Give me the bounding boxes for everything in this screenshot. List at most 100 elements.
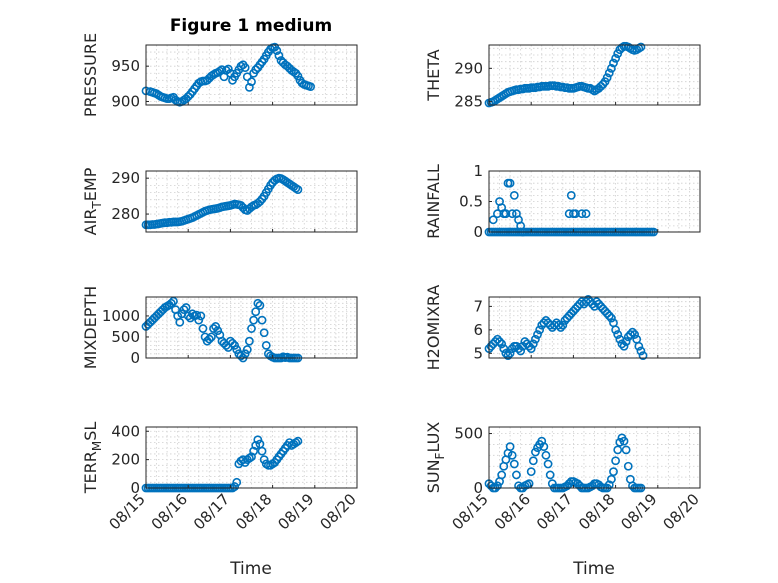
data-point: [183, 311, 193, 321]
data-point: [306, 82, 315, 92]
x-tick-label: 08/17: [533, 490, 576, 533]
axis-frame: [145, 296, 358, 359]
data-point: [609, 58, 618, 68]
y-tick-label: 900: [111, 92, 140, 110]
data-point: [503, 351, 513, 361]
data-point: [619, 436, 629, 446]
axis-frame: [488, 426, 701, 489]
data-point: [251, 65, 261, 75]
data-point: [232, 477, 242, 487]
svg-text:THETA: THETA: [424, 49, 443, 101]
data-point: [207, 332, 216, 342]
data-point: [524, 341, 534, 351]
y-tick-label: 950: [111, 57, 140, 75]
subplot-rainfall: 0 0.5 1 RAINFALL: [424, 162, 701, 241]
y-tick-label: 0.5: [459, 193, 483, 211]
y-tick-label: 500: [111, 328, 140, 346]
data-point: [495, 337, 504, 346]
data-point: [535, 325, 545, 335]
data-point: [488, 215, 498, 225]
x-tick-label: 08/19: [274, 490, 317, 533]
y-tick-label: 0: [473, 223, 483, 241]
svg-text:PRESSURE: PRESSURE: [81, 33, 100, 117]
data-point: [566, 190, 576, 200]
data-point: [499, 344, 509, 354]
data-point: [564, 209, 574, 219]
y-tick-label: 1: [473, 162, 483, 180]
figure-title: Figure 1 medium: [170, 16, 332, 36]
data-point: [621, 445, 631, 455]
data-point: [526, 344, 536, 354]
data-point: [242, 72, 252, 82]
data-point: [602, 73, 612, 83]
data-point: [169, 296, 178, 306]
data-point: [507, 450, 517, 460]
y-tick-label: 285: [454, 93, 483, 111]
data-point: [571, 209, 580, 219]
data-point: [211, 322, 221, 331]
axis-frame: [488, 296, 701, 359]
data-point: [251, 307, 261, 317]
x-tick-label: 08/16: [148, 490, 191, 533]
svg-text:TERRMSL: TERRMSL: [81, 422, 104, 495]
x-tick-label: 08/19: [617, 490, 660, 533]
data-point: [505, 442, 515, 452]
data-point: [606, 63, 616, 73]
data-point: [236, 351, 246, 361]
data-point: [257, 315, 267, 325]
data-point: [497, 470, 507, 480]
data-point: [628, 327, 637, 337]
data-point: [493, 209, 502, 219]
data-point: [501, 348, 511, 358]
data-point: [606, 313, 616, 323]
y-tick-label: 0: [473, 479, 483, 497]
data-point: [604, 311, 614, 321]
y-tick-label: 7: [473, 297, 483, 315]
data-point: [638, 351, 648, 361]
data-point: [293, 185, 303, 195]
data-point: [556, 323, 566, 332]
data-point: [514, 344, 523, 354]
data-point: [179, 305, 189, 315]
data-point: [213, 326, 223, 336]
data-point: [181, 303, 191, 312]
data-point: [531, 334, 540, 344]
x-tick-label: 08/18: [575, 490, 618, 533]
data-point: [554, 320, 564, 330]
x-tick-label: 08/20: [660, 490, 703, 533]
data-point: [255, 301, 265, 310]
data-point: [198, 324, 208, 333]
data-point: [223, 64, 233, 74]
plot-area: [489, 427, 700, 488]
data-point: [636, 42, 646, 52]
data-point: [606, 474, 616, 484]
y-tick-label: 200: [111, 451, 140, 469]
data-point: [188, 309, 197, 319]
data-point: [541, 450, 551, 460]
data-point: [634, 341, 644, 351]
data-point: [587, 299, 597, 309]
data-point: [514, 481, 523, 491]
data-point: [253, 298, 263, 308]
data-point: [253, 435, 263, 445]
data-point: [539, 442, 549, 452]
y-tick-label: 0: [130, 349, 140, 367]
x-tick-label: 08/15: [449, 490, 492, 533]
data-point: [615, 437, 625, 447]
subplot-air_temp: 280 290 AIRTEMP: [81, 167, 358, 235]
data-point: [518, 341, 528, 351]
subplot-theta: 285 290 THETA: [424, 41, 701, 111]
data-point: [247, 324, 256, 333]
axis-frame: [145, 426, 358, 489]
x-tick-label: 08/20: [317, 490, 360, 533]
y-tick-label: 290: [454, 59, 483, 77]
subplot-pressure: 900 950 PRESSURE: [81, 33, 358, 117]
axis-frame: [145, 170, 358, 233]
data-point: [545, 470, 555, 480]
y-tick-label: 0: [130, 479, 140, 497]
data-point: [240, 349, 250, 359]
data-point: [261, 340, 271, 350]
svg-text:RAINFALL: RAINFALL: [424, 164, 443, 239]
